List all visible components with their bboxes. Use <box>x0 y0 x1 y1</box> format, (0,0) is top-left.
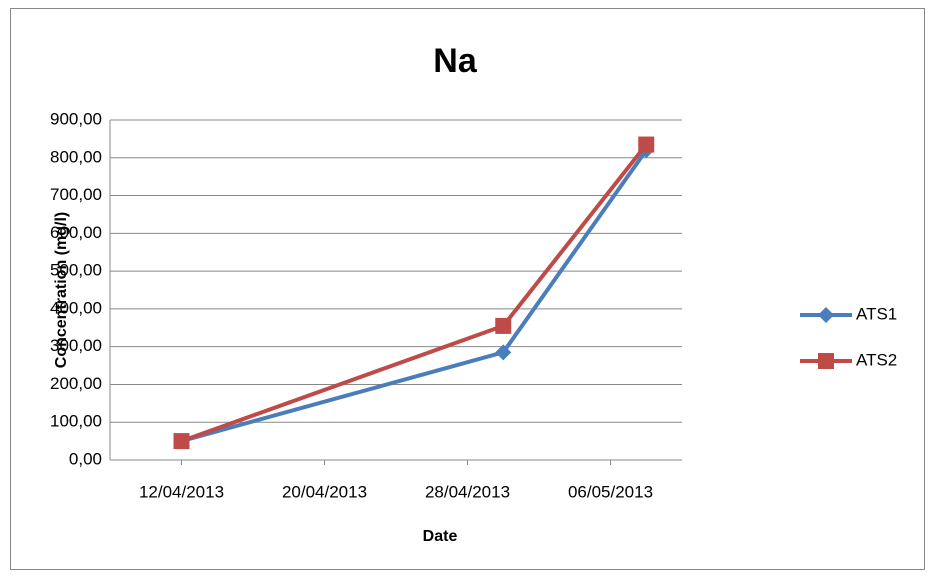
data-point <box>638 136 655 153</box>
x-tick-label: 28/04/2013 <box>425 482 510 501</box>
y-tick-label: 200,00 <box>50 374 102 393</box>
chart-title: Na <box>433 42 478 80</box>
y-axis-label: Concentration (mg/l) <box>53 212 70 368</box>
x-axis-label: Date <box>423 528 458 545</box>
y-tick-label: 0,00 <box>69 449 102 468</box>
chart-border <box>10 8 925 570</box>
data-point <box>495 317 512 334</box>
x-tick-label: 12/04/2013 <box>139 482 224 501</box>
y-tick-label: 500,00 <box>50 261 102 280</box>
y-tick-label: 600,00 <box>50 223 102 242</box>
data-point <box>173 433 190 450</box>
y-tick-label: 900,00 <box>50 109 102 128</box>
x-tick-label: 06/05/2013 <box>568 482 653 501</box>
y-tick-label: 400,00 <box>50 298 102 317</box>
legend-marker <box>818 307 834 323</box>
x-tick-label: 20/04/2013 <box>282 482 367 501</box>
legend-marker <box>818 353 834 369</box>
data-point <box>495 344 512 361</box>
legend-label: ATS2 <box>856 350 897 369</box>
legend-label: ATS1 <box>856 304 897 323</box>
y-tick-label: 300,00 <box>50 336 102 355</box>
y-tick-label: 700,00 <box>50 185 102 204</box>
y-tick-label: 800,00 <box>50 147 102 166</box>
y-tick-label: 100,00 <box>50 412 102 431</box>
